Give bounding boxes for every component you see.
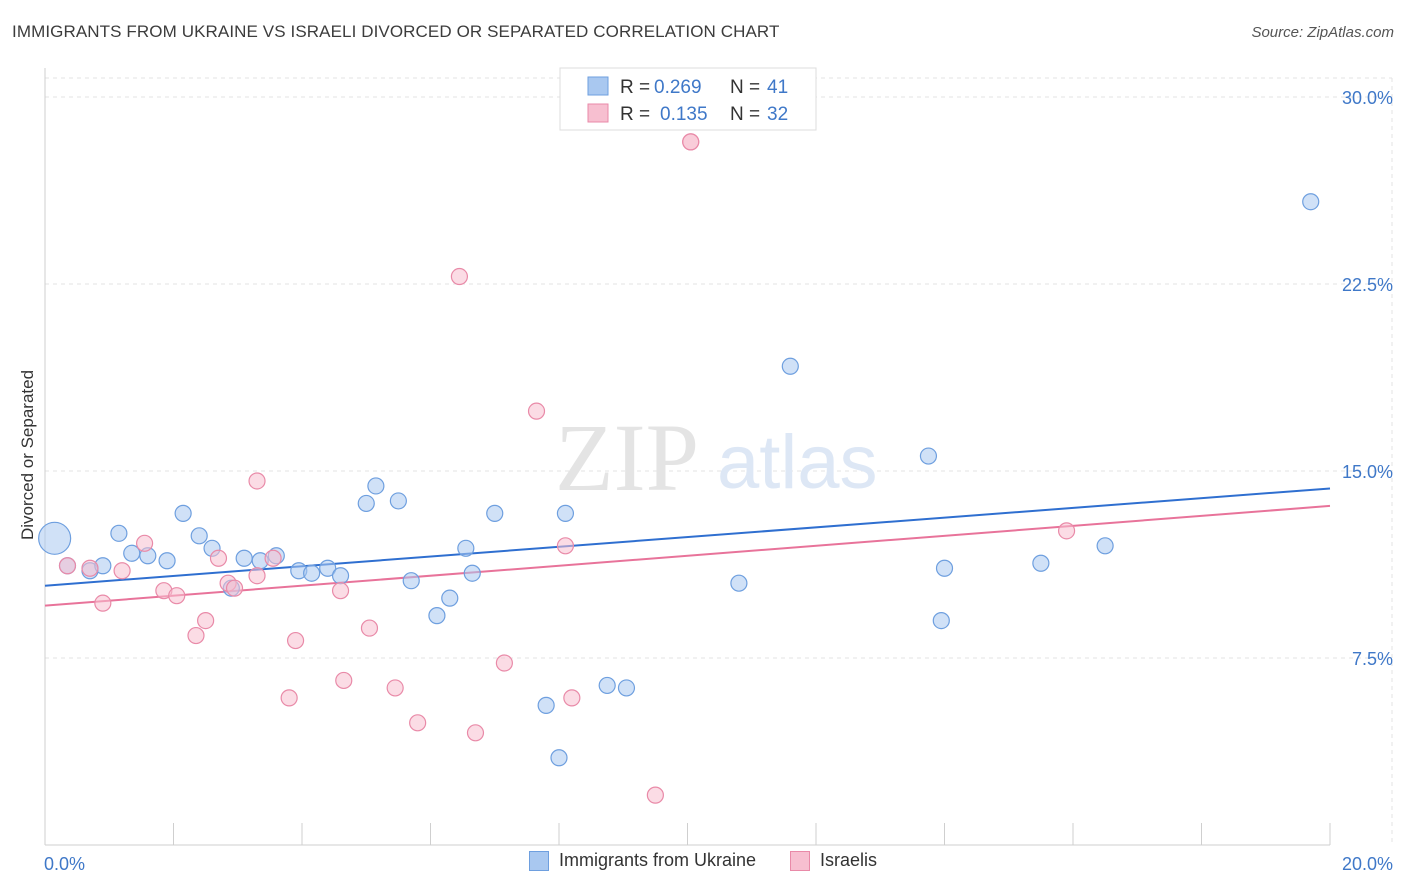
data-point-israelis <box>386 679 404 697</box>
data-point-ukraine <box>550 749 568 767</box>
data-point-ukraine <box>730 574 748 592</box>
data-point-ukraine <box>367 477 385 495</box>
data-point-israelis <box>646 786 664 804</box>
data-point-israelis <box>331 582 350 600</box>
data-point-israelis <box>94 594 112 612</box>
data-point-israelis <box>556 537 575 555</box>
data-point-israelis <box>450 267 469 286</box>
series-legend: Immigrants from Ukraine Israelis <box>0 850 1406 871</box>
data-point-ukraine <box>1096 537 1114 555</box>
data-point-israelis <box>466 724 485 742</box>
y-tick-label: 15.0% <box>1342 462 1393 482</box>
data-point-ukraine <box>158 552 176 570</box>
data-point-israelis <box>409 714 427 732</box>
data-point-ukraine <box>919 447 938 465</box>
legend-r-label-2: R = <box>620 104 650 125</box>
legend-r-value-1: 0.269 <box>654 77 702 98</box>
data-point-israelis <box>335 671 353 690</box>
y-tick-labels: 7.5% 15.0% 22.5% 30.0% <box>1342 88 1393 669</box>
data-point-israelis <box>187 626 205 645</box>
trend-line-israelis <box>44 504 1331 607</box>
data-point-israelis <box>58 557 77 575</box>
data-point-ukraine <box>781 357 799 375</box>
y-axis-label: Divorced or Separated <box>18 370 37 540</box>
data-point-israelis <box>527 402 546 420</box>
legend-label-israelis: Israelis <box>820 850 878 870</box>
data-point-ukraine <box>457 539 475 557</box>
legend-n-label-1: N = <box>730 77 760 98</box>
data-point-ukraine <box>331 567 350 585</box>
y-tick-label: 30.0% <box>1342 88 1393 108</box>
watermark-atlas: atlas <box>717 420 878 505</box>
legend-swatch-ukraine-bottom <box>528 850 549 871</box>
data-point-ukraine <box>441 589 459 607</box>
legend-r-value-2: 0.135 <box>660 104 708 125</box>
data-point-israelis <box>168 587 186 605</box>
data-point-ukraine <box>537 696 555 714</box>
data-point-ukraine <box>486 504 504 522</box>
data-point-ukraine <box>1032 554 1050 572</box>
data-point-israelis <box>248 472 266 490</box>
data-point-ukraine <box>319 559 337 577</box>
data-point-israelis <box>248 567 266 585</box>
data-point-israelis <box>286 631 305 650</box>
data-point-israelis <box>682 133 700 151</box>
data-point-ukraine <box>428 607 446 625</box>
data-point-ukraine <box>190 527 208 545</box>
x-tick-label-max: 20.0% <box>1342 854 1393 874</box>
stats-legend: R = 0.269 N = 41 R = 0.135 N = 32 <box>559 67 817 131</box>
legend-n-value-2: 32 <box>767 104 788 125</box>
legend-n-label-2: N = <box>730 104 760 125</box>
legend-swatch-israelis-bottom <box>790 850 811 871</box>
data-point-ukraine <box>389 492 407 510</box>
data-point-ukraine <box>357 494 375 513</box>
legend-swatch-ukraine <box>587 76 609 96</box>
data-point-israelis <box>264 549 282 567</box>
data-point-israelis <box>225 579 244 597</box>
legend-item-ukraine: Immigrants from Ukraine <box>528 850 757 871</box>
watermark-zip: ZIP <box>555 404 699 511</box>
data-point-ukraine <box>932 611 950 630</box>
y-tick-label: 22.5% <box>1342 275 1393 295</box>
data-point-ukraine <box>463 564 481 582</box>
data-point-israelis <box>1057 522 1076 540</box>
chart-source: Source: ZipAtlas.com <box>1251 24 1394 41</box>
data-point-ukraine <box>1302 193 1320 211</box>
data-point-ukraine <box>402 572 420 590</box>
data-point-ukraine <box>303 564 321 582</box>
data-point-israelis <box>280 689 298 707</box>
data-point-ukraine <box>110 524 128 542</box>
x-tick-labels: 0.0% 20.0% <box>44 854 1393 874</box>
data-points <box>38 133 1320 804</box>
data-point-israelis <box>563 689 581 707</box>
data-point-ukraine <box>235 549 253 567</box>
data-point-israelis <box>360 619 379 637</box>
data-point-israelis <box>495 654 513 672</box>
legend-swatch-israelis <box>587 103 609 123</box>
data-point-ukraine <box>556 504 575 522</box>
data-point-israelis <box>135 534 154 552</box>
legend-label-ukraine: Immigrants from Ukraine <box>558 850 757 870</box>
legend-item-israelis: Israelis <box>790 850 877 871</box>
legend-n-value-1: 41 <box>767 77 788 98</box>
axes <box>44 68 1331 846</box>
y-tick-label: 7.5% <box>1352 649 1393 669</box>
data-point-ukraine <box>38 521 72 555</box>
chart-title: IMMIGRANTS FROM UKRAINE VS ISRAELI DIVOR… <box>12 22 780 41</box>
data-point-israelis <box>81 559 99 577</box>
x-tick-label-min: 0.0% <box>44 854 85 874</box>
legend-r-label-1: R = <box>620 77 650 98</box>
data-point-ukraine <box>935 559 954 577</box>
data-point-ukraine <box>598 676 616 695</box>
data-point-ukraine <box>174 504 192 522</box>
data-point-ukraine <box>617 679 636 697</box>
data-point-israelis <box>113 562 131 580</box>
data-point-israelis <box>209 549 228 567</box>
watermark: ZIP atlas <box>555 404 878 511</box>
data-point-israelis <box>197 611 215 630</box>
